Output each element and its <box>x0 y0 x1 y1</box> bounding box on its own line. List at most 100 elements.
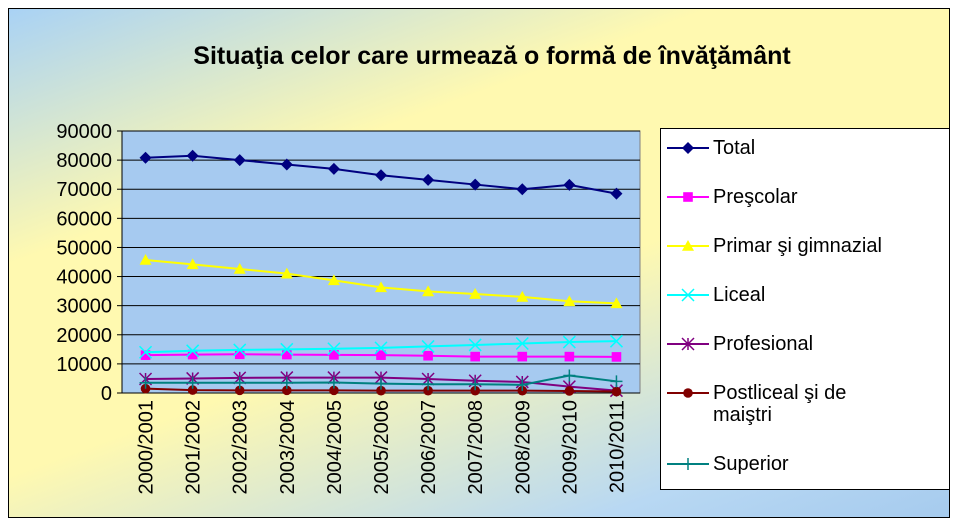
marker <box>187 349 198 360</box>
marker <box>375 169 387 182</box>
marker <box>611 352 622 362</box>
marker <box>139 345 153 359</box>
legend-label: Primar şi gimnazial <box>713 235 882 257</box>
y-tick-label: 90000 <box>56 121 112 143</box>
legend-entry: Superior <box>661 453 949 475</box>
legend-label: Liceal <box>713 284 766 306</box>
legend-entry: Total <box>661 137 949 159</box>
marker <box>282 349 292 360</box>
marker <box>234 349 245 360</box>
legend-entry: Postliceal şi de maiştri <box>661 382 949 426</box>
marker <box>376 385 386 396</box>
marker <box>186 258 199 270</box>
legend-label: Superior <box>713 453 789 475</box>
legend-swatch <box>667 288 709 302</box>
marker <box>186 149 199 162</box>
legend-entry: Primar şi gimnazial <box>661 235 949 257</box>
legend-label: Preşcolar <box>713 186 798 208</box>
x-tick-label: 2003/2004 <box>277 400 299 495</box>
marker <box>376 350 386 360</box>
x-tick-label: 2008/2009 <box>512 400 534 495</box>
marker <box>234 385 245 396</box>
marker <box>563 369 576 382</box>
marker <box>280 158 293 171</box>
legend-label: Postliceal şi de maiştri <box>713 382 847 426</box>
y-tick-label: 60000 <box>56 208 112 230</box>
marker <box>233 376 246 389</box>
legend-marker <box>682 458 694 470</box>
marker <box>563 178 576 191</box>
marker <box>469 288 482 299</box>
x-tick-label: 2002/2003 <box>230 400 252 495</box>
marker <box>233 154 246 167</box>
marker <box>422 378 435 391</box>
y-tick-label: 50000 <box>56 237 112 259</box>
marker <box>139 151 152 164</box>
marker <box>469 178 482 191</box>
marker <box>468 338 482 352</box>
legend: Total Preşcolar Primar şi gimnazial Liceal P… <box>660 128 950 490</box>
marker <box>470 385 480 396</box>
marker <box>327 342 341 356</box>
marker <box>517 351 528 362</box>
marker <box>280 376 293 389</box>
legend-entry: Preşcolar <box>661 186 949 208</box>
x-tick-label: 2005/2006 <box>371 400 393 495</box>
marker <box>562 335 576 349</box>
marker <box>469 378 482 391</box>
x-tick-label: 2010/2011 <box>606 400 628 493</box>
legend-entry: Liceal <box>661 284 949 306</box>
x-tick-label: 2007/2008 <box>465 400 487 495</box>
marker <box>140 350 151 360</box>
marker <box>187 385 198 395</box>
marker <box>139 376 152 389</box>
marker <box>327 162 340 175</box>
marker <box>329 350 339 360</box>
marker <box>280 342 294 356</box>
marker <box>516 378 529 391</box>
marker <box>280 267 293 279</box>
marker <box>563 295 576 307</box>
x-tick-label: 2006/2007 <box>418 400 440 495</box>
y-tick-label: 70000 <box>56 179 112 201</box>
marker <box>186 344 200 358</box>
legend-swatch <box>667 388 709 398</box>
legend-marker <box>681 337 695 351</box>
x-tick-label: 2004/2005 <box>324 400 346 495</box>
marker <box>233 262 246 274</box>
x-tick-label: 2000/2001 <box>136 400 158 495</box>
legend-marker <box>681 288 695 302</box>
marker <box>515 336 529 351</box>
marker <box>422 173 435 186</box>
marker <box>516 290 529 302</box>
legend-marker <box>683 388 693 398</box>
legend-swatch <box>667 192 709 202</box>
marker <box>375 281 387 293</box>
marker <box>327 376 340 389</box>
marker <box>421 339 435 353</box>
marker <box>375 377 387 390</box>
legend-swatch <box>667 337 709 351</box>
marker <box>139 253 152 265</box>
marker <box>610 297 623 309</box>
x-tick-label: 2001/2002 <box>183 400 205 495</box>
marker <box>282 385 292 396</box>
marker <box>610 375 623 388</box>
legend-entry: Profesional <box>661 333 949 355</box>
y-tick-label: 10000 <box>56 354 112 376</box>
marker <box>611 386 622 397</box>
y-tick-label: 80000 <box>56 150 112 172</box>
marker <box>564 386 575 396</box>
x-tick-label: 2009/2010 <box>559 400 581 495</box>
y-tick-label: 0 <box>101 383 112 405</box>
marker <box>186 376 199 389</box>
chart-title: Situaţia celor care urmează o formă de î… <box>193 42 791 70</box>
marker <box>609 334 623 348</box>
legend-marker <box>682 240 694 251</box>
marker <box>422 285 435 297</box>
marker <box>564 351 575 362</box>
legend-swatch <box>667 240 709 251</box>
marker <box>610 187 623 200</box>
legend-swatch <box>667 142 709 154</box>
